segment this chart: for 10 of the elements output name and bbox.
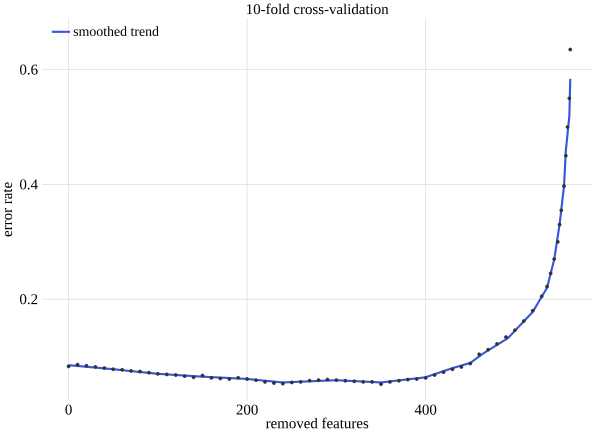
x-tick-label: 200 (236, 404, 258, 415)
x-axis-title: removed features (266, 418, 368, 428)
y-tick-label: 0.4 (20, 179, 38, 190)
x-tick-label: 400 (414, 404, 436, 415)
y-tick-label: 0.6 (20, 64, 38, 75)
y-tick-label: 0.2 (20, 294, 38, 304)
chart-title: 10-fold cross-validation (247, 4, 388, 14)
y-axis-title: error rate (4, 182, 12, 236)
x-tick-label: 0 (65, 404, 72, 415)
legend-label: smoothed trend (74, 26, 159, 36)
